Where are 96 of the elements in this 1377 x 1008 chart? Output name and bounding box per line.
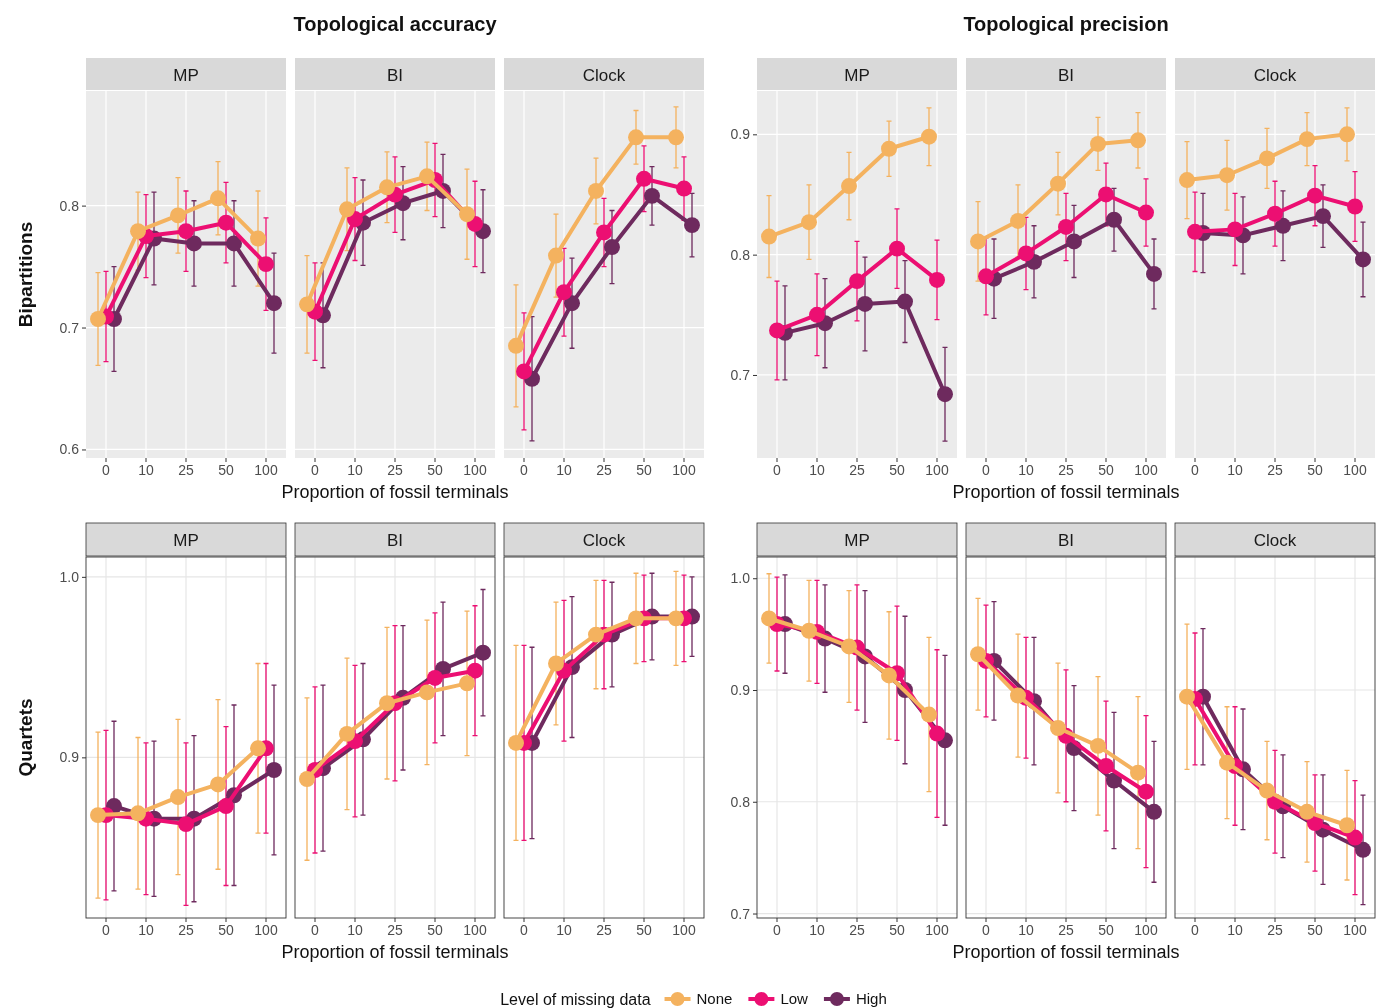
x-tick-label: 10 (809, 461, 825, 478)
x-tick-label: 0 (773, 921, 782, 938)
x-tick-label: 25 (387, 461, 403, 478)
x-tick-label: 25 (1058, 921, 1074, 938)
y-tick-label: 0.6 (59, 441, 80, 458)
x-tick-label: 100 (254, 921, 278, 938)
x-tick-label: 0 (1191, 921, 1200, 938)
chart-title: Clock (582, 65, 626, 85)
x-tick-label: 0 (520, 461, 529, 478)
chart-title: BI (386, 65, 404, 85)
x-tick-label: 25 (596, 461, 612, 478)
x-tick-label: 100 (254, 461, 278, 478)
chart-title: BI (1057, 531, 1075, 550)
chart-title: MP (844, 531, 870, 550)
x-tick-label: 0 (1191, 461, 1200, 478)
x-tick-label: 0 (102, 921, 111, 938)
legend-label: Low (780, 990, 809, 1007)
x-tick-label: 50 (218, 921, 234, 938)
x-tick-label: 100 (672, 461, 696, 478)
chart-title: Clock (1253, 65, 1297, 85)
y-axis-title: Bipartitions (15, 221, 36, 328)
x-tick-label: 100 (1343, 461, 1367, 478)
chart-title: MP (844, 65, 870, 85)
y-tick-label: 0.9 (730, 681, 751, 698)
chart-title: Clock (582, 531, 626, 550)
x-tick-label: 10 (809, 921, 825, 938)
x-tick-label: 50 (636, 921, 652, 938)
legend-label: High (855, 990, 887, 1007)
y-tick-label: 0.8 (730, 793, 751, 810)
y-axis-title: Quartets (15, 698, 36, 777)
text: Topological accuracy (293, 13, 498, 35)
y-tick-label: 0.8 (59, 197, 80, 214)
x-tick-label: 50 (218, 461, 234, 478)
x-tick-label: 50 (1307, 921, 1323, 938)
x-tick-label: 100 (672, 921, 696, 938)
x-tick-label: 50 (636, 461, 652, 478)
chart-title: MP (173, 65, 199, 85)
y-tick-label: 1.0 (59, 568, 80, 585)
y-tick-label: 0.9 (59, 749, 80, 766)
x-tick-label: 0 (982, 921, 991, 938)
x-axis-title: Proportion of fossil terminals (952, 482, 1180, 502)
x-tick-label: 0 (102, 461, 111, 478)
x-tick-label: 0 (773, 461, 782, 478)
chart-title: MP (173, 531, 199, 550)
x-tick-label: 25 (387, 921, 403, 938)
y-tick-label: 0.7 (730, 905, 751, 922)
chart-title: BI (1057, 65, 1075, 85)
y-tick-label: 0.7 (59, 319, 80, 336)
x-tick-label: 50 (1098, 461, 1114, 478)
x-tick-label: 0 (982, 461, 991, 478)
x-tick-label: 50 (427, 461, 443, 478)
x-tick-label: 100 (463, 461, 487, 478)
x-axis-title: Proportion of fossil terminals (952, 942, 1180, 962)
x-axis-title: Proportion of fossil terminals (281, 482, 509, 502)
text: Topological precision (963, 13, 1169, 35)
y-tick-label: 0.9 (730, 126, 751, 143)
x-tick-label: 25 (1058, 461, 1074, 478)
x-tick-label: 10 (347, 921, 363, 938)
x-tick-label: 100 (925, 921, 949, 938)
x-axis-title: Proportion of fossil terminals (281, 942, 509, 962)
x-tick-label: 10 (138, 921, 154, 938)
x-tick-label: 25 (178, 461, 194, 478)
x-tick-label: 0 (520, 921, 529, 938)
x-tick-label: 25 (1267, 921, 1283, 938)
x-tick-label: 100 (1134, 921, 1158, 938)
x-tick-label: 25 (849, 461, 865, 478)
x-tick-label: 25 (1267, 461, 1283, 478)
x-tick-label: 50 (427, 921, 443, 938)
chart-title: BI (386, 531, 404, 550)
x-tick-label: 10 (347, 461, 363, 478)
y-tick-label: 1.0 (730, 570, 751, 587)
x-tick-label: 25 (849, 921, 865, 938)
x-tick-label: 25 (178, 921, 194, 938)
legend-label: None (696, 990, 733, 1007)
x-tick-label: 0 (311, 461, 320, 478)
x-tick-label: 10 (1018, 921, 1034, 938)
y-tick-label: 0.8 (730, 246, 751, 263)
y-tick-label: 0.7 (730, 366, 751, 383)
x-tick-label: 50 (1307, 461, 1323, 478)
x-tick-label: 100 (1343, 921, 1367, 938)
x-tick-label: 10 (556, 921, 572, 938)
x-tick-label: 50 (889, 461, 905, 478)
x-tick-label: 0 (311, 921, 320, 938)
x-tick-label: 100 (925, 461, 949, 478)
x-tick-label: 10 (556, 461, 572, 478)
x-tick-label: 10 (1018, 461, 1034, 478)
x-tick-label: 100 (463, 921, 487, 938)
legend-title: Level of missing data (500, 991, 651, 1008)
x-tick-label: 10 (138, 461, 154, 478)
x-tick-label: 10 (1227, 921, 1243, 938)
x-tick-label: 50 (889, 921, 905, 938)
chart-title: Clock (1253, 531, 1297, 550)
x-tick-label: 50 (1098, 921, 1114, 938)
x-tick-label: 25 (596, 921, 612, 938)
x-tick-label: 10 (1227, 461, 1243, 478)
x-tick-label: 100 (1134, 461, 1158, 478)
